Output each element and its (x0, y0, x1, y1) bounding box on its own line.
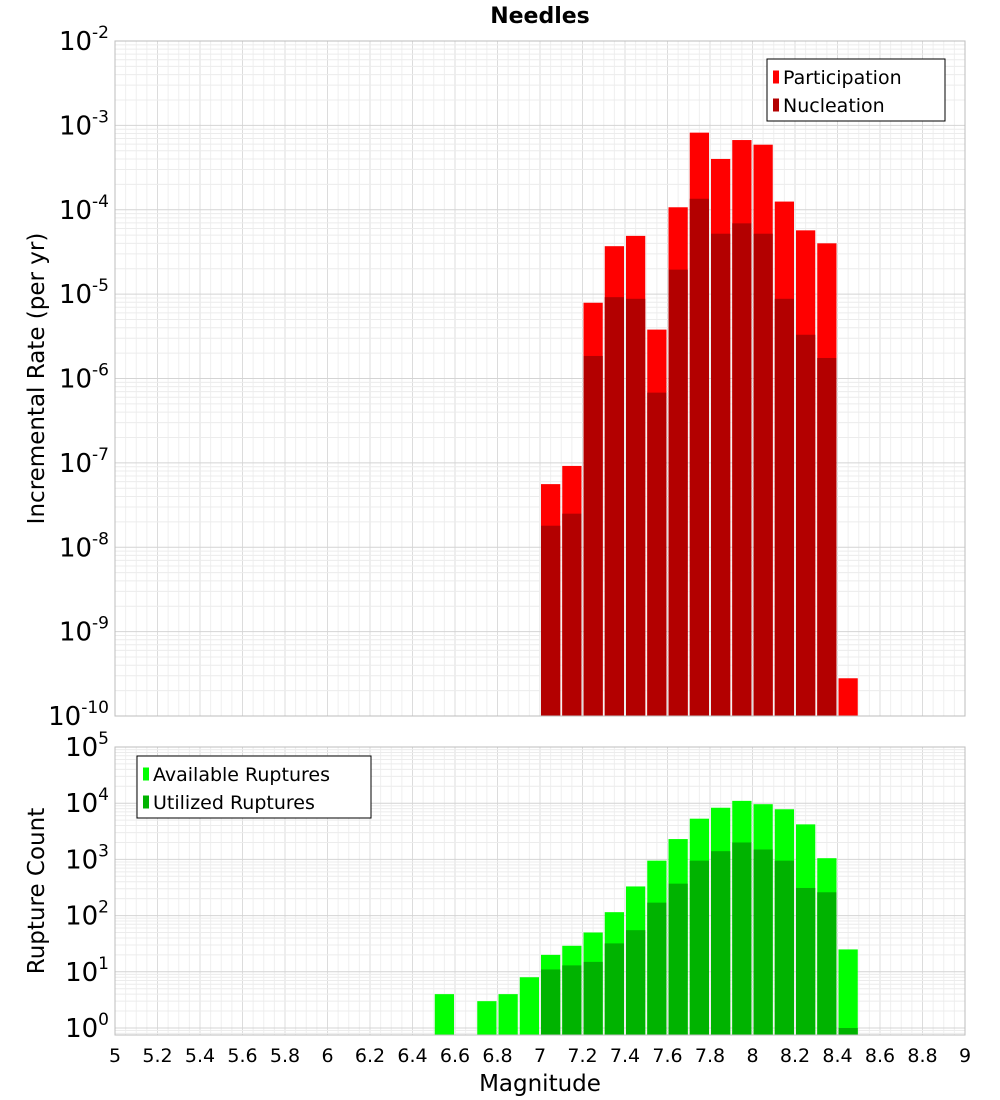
rate-y-tick-label: 10-4 (59, 192, 109, 226)
count-bar-utilized-ruptures (774, 860, 794, 1035)
rate-bar-nucleation (753, 233, 773, 716)
rate-bar-participation (838, 678, 858, 716)
count-bar-utilized-ruptures (668, 883, 688, 1035)
rate-y-tick-label: 10-8 (59, 529, 109, 563)
rate-bar-nucleation (562, 513, 582, 716)
x-tick-label: 8.8 (907, 1045, 937, 1067)
rate-legend (766, 58, 946, 122)
count-legend (136, 755, 372, 819)
x-tick-label: 6.6 (440, 1045, 470, 1067)
x-tick-label: 7 (534, 1045, 546, 1067)
rate-bar-nucleation (817, 357, 837, 716)
count-bar-utilized-ruptures (817, 892, 837, 1035)
count-bar-available-ruptures (519, 977, 539, 1035)
rate-legend-label: Participation (783, 67, 902, 89)
chart-title: Needles (490, 4, 590, 29)
count-bar-utilized-ruptures (732, 842, 752, 1035)
count-bar-utilized-ruptures (541, 969, 561, 1035)
count-legend-swatch (143, 795, 149, 809)
rate-y-tick-label: 10-10 (48, 698, 109, 732)
rate-bar-nucleation (689, 198, 709, 717)
rate-y-tick-label: 10-7 (59, 445, 109, 479)
count-bar-available-ruptures (434, 994, 454, 1035)
rate-bar-nucleation (647, 392, 667, 716)
rate-bar-nucleation (626, 298, 646, 716)
x-tick-label: 5.6 (227, 1045, 257, 1067)
count-bar-utilized-ruptures (796, 887, 816, 1035)
count-bar-utilized-ruptures (838, 1027, 858, 1035)
rate-bar-nucleation (732, 223, 752, 716)
count-y-tick-label: 100 (65, 1010, 109, 1044)
rate-legend-swatch (773, 70, 779, 84)
rate-bar-nucleation (583, 355, 603, 716)
rate-bar-nucleation (796, 334, 816, 716)
count-bar-utilized-ruptures (583, 961, 603, 1035)
rate-legend-swatch (773, 98, 779, 112)
rate-legend-label: Nucleation (783, 95, 885, 117)
count-y-tick-label: 104 (65, 785, 109, 819)
rate-bar-nucleation (604, 297, 624, 716)
rate-bar-nucleation (711, 233, 731, 716)
x-tick-label: 5.2 (142, 1045, 172, 1067)
count-bar-utilized-ruptures (711, 851, 731, 1035)
x-tick-label: 7.6 (652, 1045, 682, 1067)
rate-bar-nucleation (668, 269, 688, 716)
x-tick-label: 8.2 (780, 1045, 810, 1067)
x-tick-label: 5 (109, 1045, 121, 1067)
x-tick-label: 6.8 (482, 1045, 512, 1067)
rate-y-tick-label: 10-9 (59, 614, 109, 648)
x-tick-label: 7.8 (695, 1045, 725, 1067)
count-bar-utilized-ruptures (647, 902, 667, 1035)
count-y-tick-label: 102 (65, 898, 109, 932)
count-bar-available-ruptures (838, 949, 858, 1035)
x-tick-label: 8 (746, 1045, 758, 1067)
x-tick-label: 5.4 (185, 1045, 215, 1067)
x-tick-label: 8.4 (822, 1045, 852, 1067)
count-plot-border (114, 746, 966, 1036)
count-legend-swatch (143, 767, 149, 781)
count-bar-available-ruptures (477, 1001, 497, 1035)
x-tick-label: 6.4 (397, 1045, 427, 1067)
rate-y-tick-label: 10-2 (59, 23, 109, 57)
count-legend-label: Utilized Ruptures (153, 792, 315, 814)
count-bar-utilized-ruptures (689, 860, 709, 1035)
count-y-axis-label: Rupture Count (24, 808, 50, 974)
x-tick-label: 7.2 (567, 1045, 597, 1067)
count-legend-label: Available Ruptures (153, 764, 330, 786)
x-tick-label: 6.2 (355, 1045, 385, 1067)
x-tick-label: 6 (321, 1045, 333, 1067)
count-bar-available-ruptures (498, 994, 518, 1035)
x-tick-label: 7.4 (610, 1045, 640, 1067)
count-y-tick-label: 105 (65, 729, 109, 763)
count-bar-utilized-ruptures (562, 965, 582, 1035)
rate-plot-border (114, 40, 966, 717)
count-y-tick-label: 101 (65, 954, 109, 988)
rate-y-tick-label: 10-3 (59, 107, 109, 141)
rate-bar-nucleation (541, 525, 561, 716)
rate-y-tick-label: 10-5 (59, 276, 109, 310)
count-bar-utilized-ruptures (604, 943, 624, 1035)
count-y-tick-label: 103 (65, 841, 109, 875)
rate-y-tick-label: 10-6 (59, 361, 109, 395)
rate-bar-nucleation (774, 298, 794, 716)
x-tick-label: 5.8 (270, 1045, 300, 1067)
x-tick-label: 8.6 (865, 1045, 895, 1067)
x-tick-label: 9 (959, 1045, 971, 1067)
x-axis-label: Magnitude (479, 1071, 601, 1097)
count-bar-utilized-ruptures (753, 849, 773, 1035)
rate-y-axis-label: Incremental Rate (per yr) (24, 233, 50, 525)
count-bar-utilized-ruptures (626, 930, 646, 1035)
